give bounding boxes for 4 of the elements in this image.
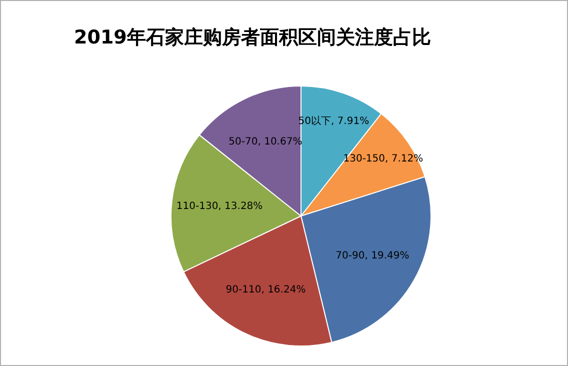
chart-title: 2019年石家庄购房者面积区间关注度占比: [74, 26, 431, 48]
slice-label: 110-130, 13.28%: [176, 201, 263, 212]
slice-label: 70-90, 19.49%: [336, 250, 410, 262]
slice-label: 90-110, 16.24%: [226, 284, 306, 296]
